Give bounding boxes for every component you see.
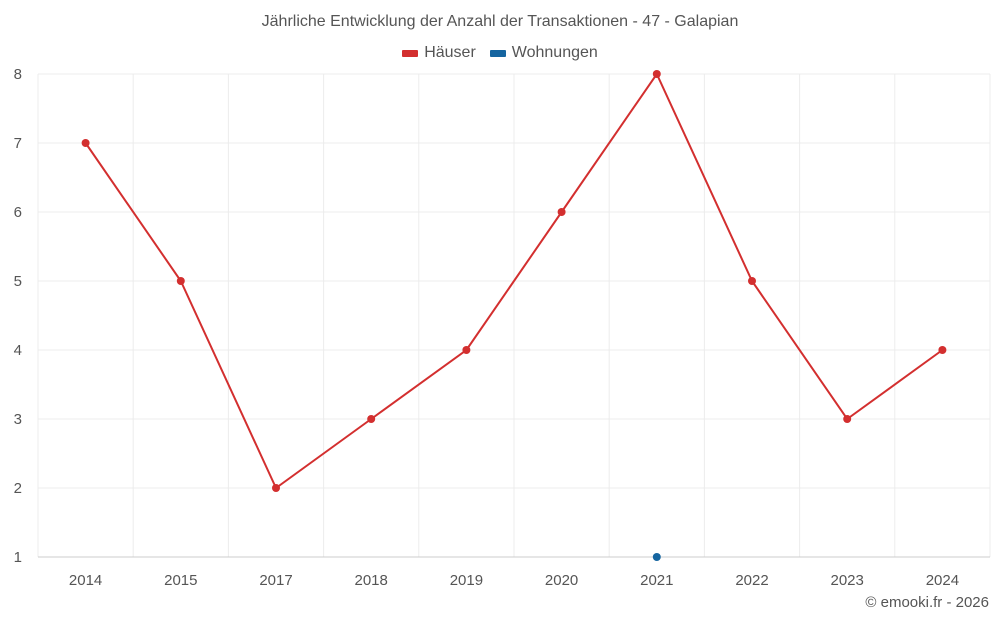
data-point [938,346,947,354]
legend-item-wohnungen[interactable]: Wohnungen [489,44,598,62]
chart-title: Jährliche Entwicklung der Anzahl der Tra… [261,13,739,30]
legend-swatch-wohnungen [489,49,506,57]
x-tick-label: 2017 [259,572,292,589]
series-line-0 [84,71,943,490]
data-point [557,208,566,216]
y-tick-label: 1 [14,549,22,566]
legend: Häuser Wohnungen [0,44,1000,62]
legend-swatch-haeuser [402,49,419,57]
data-point [843,415,852,423]
y-tick-label: 5 [14,273,22,290]
legend-label-haeuser: Häuser [424,44,476,61]
data-point [652,553,661,561]
data-point [176,277,185,285]
x-tick-label: 2021 [640,572,673,589]
x-tick-label: 2015 [164,572,197,589]
x-tick-label: 2019 [450,572,483,589]
y-tick-label: 4 [14,342,22,359]
y-tick-label: 2 [14,480,22,497]
y-tick-label: 8 [14,66,22,83]
x-tick-label: 2023 [831,572,864,589]
x-tick-label: 2018 [355,572,388,589]
x-tick-label: 2014 [69,572,102,589]
x-tick-label: 2024 [926,572,959,589]
y-tick-label: 3 [14,411,22,428]
legend-item-haeuser[interactable]: Häuser [402,44,476,62]
credit-text: © emooki.fr - 2026 [865,594,989,611]
data-point [748,277,756,285]
data-point [367,415,376,423]
data-point [652,70,661,78]
y-tick-label: 7 [14,135,22,152]
x-tick-label: 2022 [735,572,768,589]
legend-label-wohnungen: Wohnungen [511,44,598,61]
x-tick-label: 2020 [545,572,578,589]
data-point [462,346,471,354]
y-tick-label: 6 [14,204,22,221]
data-point [272,484,280,492]
data-point [81,139,90,147]
